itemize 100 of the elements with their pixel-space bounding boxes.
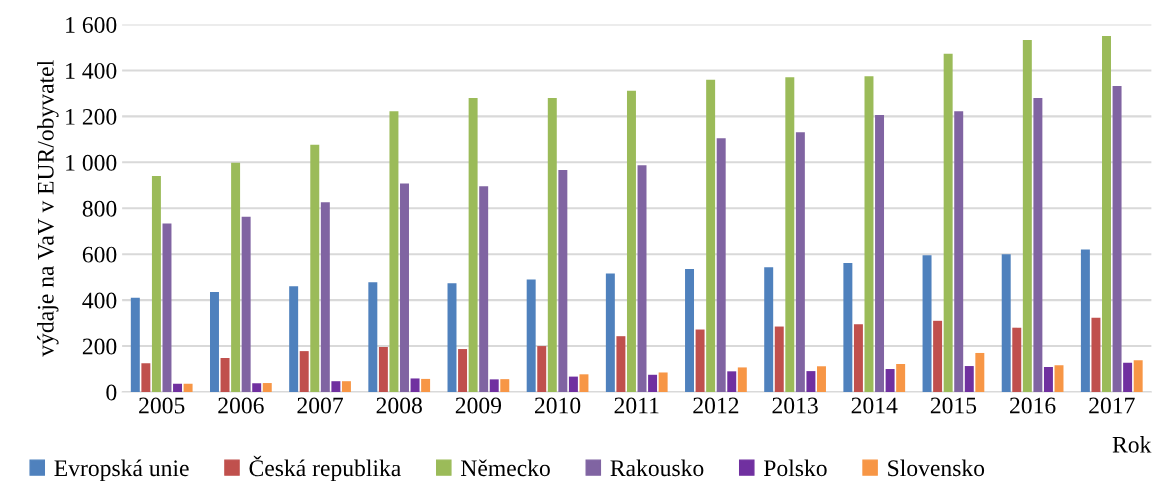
bar [141, 363, 151, 392]
bar [320, 202, 330, 392]
bar [685, 269, 695, 392]
bar [785, 77, 795, 392]
x-tick-label: 2010 [534, 397, 581, 414]
bar [1043, 366, 1053, 392]
bar [458, 349, 468, 392]
bar [1091, 317, 1101, 392]
y-tick-label: 600 [82, 246, 117, 263]
x-axis-title: Rok [1112, 436, 1152, 453]
y-tick-label: 1 000 [66, 154, 117, 171]
bar [183, 383, 193, 392]
bar [210, 292, 219, 392]
bar [547, 98, 557, 392]
bar [1022, 39, 1032, 392]
bar [479, 186, 489, 392]
bar [816, 366, 826, 392]
bar [500, 379, 510, 392]
y-tick-label: 1 600 [66, 16, 117, 33]
y-tick-label: 1 200 [66, 108, 117, 125]
bar [151, 176, 161, 392]
bar [468, 98, 478, 392]
bar [341, 381, 351, 392]
y-tick-label: 1 400 [66, 62, 117, 79]
bar [558, 170, 568, 392]
bar [626, 90, 636, 392]
bar [299, 351, 309, 392]
x-tick-label: 2012 [693, 397, 739, 414]
x-tick-label: 2014 [851, 397, 898, 414]
legend-label: Polsko [763, 459, 827, 477]
x-tick-label: 2005 [139, 397, 185, 414]
legend-label: Česká republika [249, 455, 401, 481]
x-tick-label: 2017 [1089, 397, 1135, 414]
bar [368, 282, 378, 392]
bar [579, 374, 589, 392]
bar [378, 346, 388, 392]
bar [1102, 35, 1111, 392]
bar [1012, 327, 1022, 392]
bar [605, 273, 615, 392]
y-axis-title: výdaje na VaV v EUR/obyvatel [37, 60, 59, 357]
bar [896, 363, 906, 392]
bar [648, 374, 658, 392]
bar [774, 326, 784, 392]
x-tick-label: 2006 [218, 397, 264, 414]
x-tick-label: 2013 [772, 397, 818, 414]
legend-label: Evropská unie [54, 459, 189, 481]
bar [173, 383, 183, 392]
bar [1133, 360, 1143, 392]
bar [1001, 254, 1011, 392]
bar [389, 111, 399, 392]
bar [537, 346, 547, 392]
bar [943, 53, 953, 392]
y-tick-label: 400 [82, 292, 117, 309]
bar [1054, 365, 1064, 392]
bar [220, 358, 230, 392]
bar [658, 372, 668, 392]
bar [864, 76, 874, 392]
bar [922, 255, 932, 392]
y-tick-label: 200 [82, 338, 117, 355]
bar [568, 376, 578, 392]
bar [795, 132, 805, 392]
x-tick-label: 2015 [930, 397, 977, 414]
bar [954, 111, 964, 392]
bar [231, 162, 241, 392]
bar [695, 329, 705, 392]
x-tick-label: 2007 [297, 397, 343, 414]
bar [1123, 362, 1133, 392]
bar [1033, 98, 1043, 392]
bar [933, 320, 943, 392]
bar [252, 383, 262, 392]
y-tick-label: 800 [82, 200, 117, 217]
bar [875, 115, 885, 392]
x-tick-label: 2011 [614, 397, 659, 414]
x-tick-label: 2008 [376, 397, 422, 414]
y-tick-label: 0 [106, 384, 117, 401]
bar [1080, 249, 1090, 392]
bar [241, 216, 251, 392]
bar [310, 144, 320, 392]
bar [706, 79, 716, 392]
bar [737, 367, 747, 392]
bar [806, 371, 816, 392]
bar [975, 352, 985, 392]
x-tick-label: 2016 [1010, 397, 1056, 414]
bar [885, 369, 895, 392]
bar [616, 336, 626, 392]
bar [489, 379, 499, 392]
bar [331, 381, 341, 392]
bar [764, 267, 774, 392]
bar [162, 223, 172, 392]
legend-label: Slovensko [888, 459, 985, 477]
bar [130, 297, 140, 392]
bar [637, 165, 647, 392]
bar [843, 262, 853, 392]
bar [400, 183, 409, 392]
legend-label: Rakousko [610, 459, 704, 477]
bar [716, 138, 726, 392]
bar [262, 383, 272, 392]
x-tick-label: 2009 [455, 397, 502, 414]
legend-label: Německo [461, 459, 550, 477]
bar [1112, 86, 1122, 392]
